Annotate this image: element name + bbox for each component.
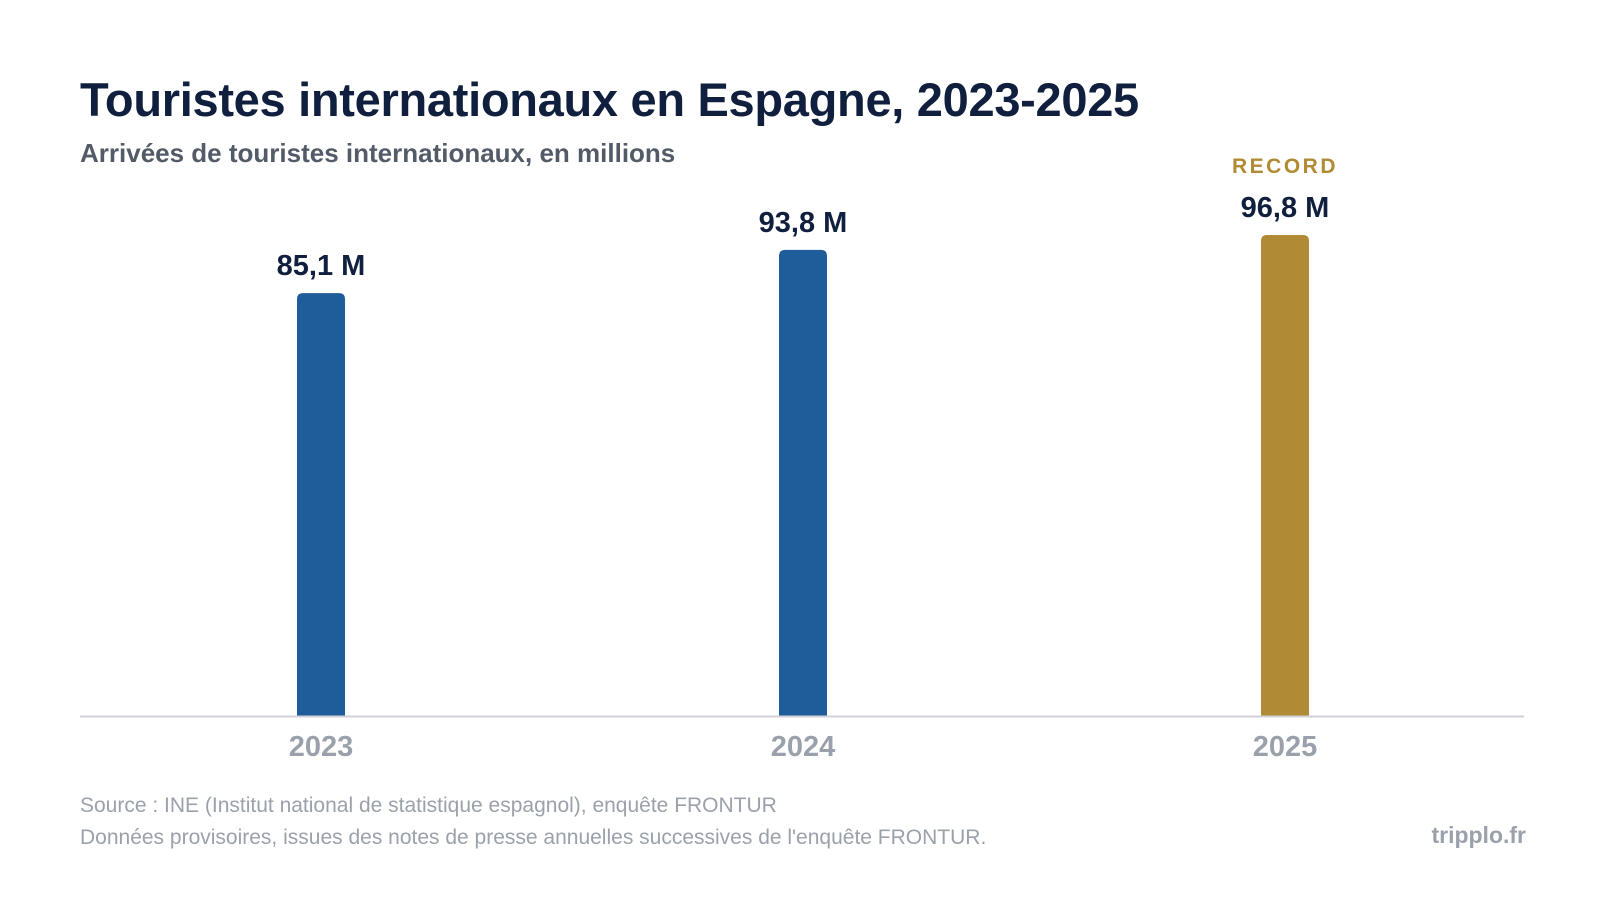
brand-label: tripplo.fr <box>1431 822 1526 848</box>
source-line: Source : INE (Institut national de stati… <box>80 794 777 817</box>
chart-title: Touristes internationaux en Espagne, 202… <box>80 73 1139 126</box>
bar-2025 <box>1261 235 1309 716</box>
value-label-2025: 96,8 M <box>1241 192 1330 224</box>
chart-subtitle: Arrivées de touristes internationaux, en… <box>80 138 676 168</box>
value-label-2023: 85,1 M <box>277 250 366 282</box>
bar-chart: 85,1 M 2023 93,8 M 2024 96,8 M 2025 RECORD <box>80 155 1524 763</box>
bar-2023 <box>297 293 345 716</box>
bar-2024 <box>779 249 827 716</box>
source-note: Source : INE (Institut national de stati… <box>80 790 986 854</box>
value-label-2024: 93,8 M <box>759 207 848 239</box>
annotation-2025: RECORD <box>1232 155 1338 178</box>
data-note-line: Données provisoires, issues des notes de… <box>80 826 987 849</box>
x-tick-label-2023: 2023 <box>289 731 354 763</box>
x-tick-label-2025: 2025 <box>1253 731 1318 763</box>
x-tick-label-2024: 2024 <box>771 731 836 763</box>
